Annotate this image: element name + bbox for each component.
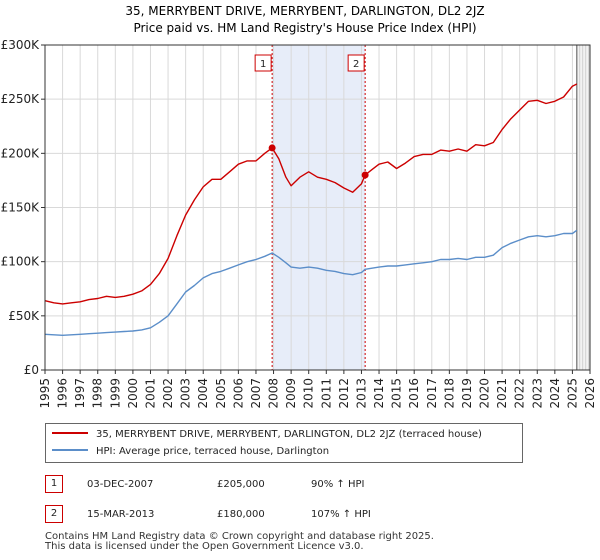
legend-label-hpi: HPI: Average price, terraced house, Darl… — [96, 446, 330, 457]
y-tick-label: £200K — [1, 146, 41, 160]
sale-hpi-change: 90% ↑ HPI — [311, 479, 365, 490]
x-tick-label: 1997 — [73, 378, 87, 409]
x-tick-label: 2004 — [196, 378, 210, 409]
sale-hpi-change: 107% ↑ HPI — [311, 509, 371, 520]
x-tick-label: 2003 — [179, 378, 193, 409]
x-tick-label: 2026 — [583, 378, 597, 409]
future-region — [576, 45, 590, 370]
sale-price: £180,000 — [217, 509, 265, 520]
y-tick-label: £250K — [1, 92, 41, 106]
sale-point — [361, 171, 369, 179]
x-tick-label: 2023 — [530, 378, 544, 409]
property-series-line — [44, 83, 578, 305]
x-tick-label: 2006 — [231, 378, 245, 409]
price-chart: 35, MERRYBENT DRIVE, MERRYBENT, DARLINGT… — [1, 4, 597, 409]
x-tick-label: 1995 — [38, 378, 52, 409]
x-tick-label: 2021 — [495, 378, 509, 409]
x-tick-label: 2009 — [284, 378, 298, 409]
footer: Contains HM Land Registry data © Crown c… — [45, 532, 434, 552]
x-tick-label: 2019 — [460, 378, 474, 409]
x-tick-label: 2008 — [267, 378, 281, 409]
x-tick-label: 2025 — [565, 378, 579, 409]
footer-copyright: Contains HM Land Registry data © Crown c… — [45, 531, 434, 542]
x-tick-label: 2005 — [214, 378, 228, 409]
sale-date: 03-DEC-2007 — [87, 479, 154, 490]
sale-label-number: 2 — [353, 59, 359, 70]
legend-label-property: 35, MERRYBENT DRIVE, MERRYBENT, DARLINGT… — [96, 429, 482, 440]
x-tick-label: 2018 — [442, 378, 456, 409]
x-tick-label: 2017 — [425, 378, 439, 409]
y-tick-label: £0 — [24, 363, 39, 377]
chart-title: 35, MERRYBENT DRIVE, MERRYBENT, DARLINGT… — [125, 4, 484, 18]
x-tick-label: 1999 — [108, 378, 122, 409]
y-tick-label: £50K — [8, 309, 40, 323]
sale-label-number: 1 — [260, 59, 266, 70]
legend: 35, MERRYBENT DRIVE, MERRYBENT, DARLINGT… — [45, 423, 523, 463]
x-tick-label: 2016 — [407, 378, 421, 409]
x-tick-label: 2014 — [372, 378, 386, 409]
x-tick-label: 2010 — [302, 378, 316, 409]
y-tick-label: £150K — [1, 201, 41, 215]
sale-number-badge: 1 — [45, 475, 63, 493]
x-tick-label: 1998 — [91, 378, 105, 409]
legend-item-property: 35, MERRYBENT DRIVE, MERRYBENT, DARLINGT… — [52, 427, 482, 443]
x-tick-label: 2012 — [337, 378, 351, 409]
sale-label-box — [347, 54, 365, 72]
legend-line-hpi — [52, 449, 88, 451]
sale-point — [268, 144, 276, 152]
y-tick-label: £300K — [1, 38, 41, 52]
y-tick-label: £100K — [1, 255, 41, 269]
sale-number-badge: 2 — [45, 505, 63, 523]
sale-price: £205,000 — [217, 479, 265, 490]
x-tick-label: 2020 — [478, 378, 492, 409]
footer-licence: This data is licensed under the Open Gov… — [45, 541, 364, 552]
x-tick-label: 2011 — [319, 378, 333, 409]
x-tick-label: 2022 — [513, 378, 527, 409]
x-tick-label: 2024 — [548, 378, 562, 409]
x-tick-label: 2007 — [249, 378, 263, 409]
legend-item-hpi: HPI: Average price, terraced house, Darl… — [52, 444, 329, 460]
hpi-series-line — [44, 229, 578, 336]
x-tick-label: 2015 — [390, 378, 404, 409]
sale-label-box — [254, 54, 272, 72]
x-tick-label: 2002 — [161, 378, 175, 409]
legend-line-property — [52, 432, 88, 434]
chart-subtitle: Price paid vs. HM Land Registry's House … — [133, 21, 476, 35]
x-tick-label: 1996 — [56, 378, 70, 409]
x-tick-label: 2013 — [354, 378, 368, 409]
x-tick-label: 2000 — [126, 378, 140, 409]
sale-date: 15-MAR-2013 — [87, 509, 155, 520]
x-tick-label: 2001 — [143, 378, 157, 409]
